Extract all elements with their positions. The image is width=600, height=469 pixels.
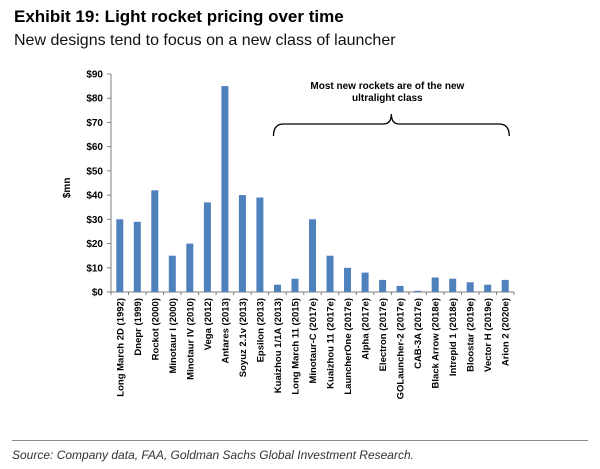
bar	[168, 255, 176, 292]
bar	[133, 221, 141, 292]
bar	[238, 195, 246, 292]
x-category-label: Soyuz 2.1v (2013)	[238, 298, 249, 377]
x-category-label: GOLauncher-2 (2017e)	[396, 298, 407, 399]
x-category-label: Vector H (2019e)	[483, 298, 494, 372]
x-category-label: CAB-3A (2017e)	[413, 298, 424, 369]
x-category-label: Kuaizhou 1/1A (2013)	[273, 298, 284, 393]
y-tick-label: $70	[86, 118, 103, 129]
x-category-label: Dnepr (1999)	[133, 298, 144, 356]
y-tick-label: $10	[86, 263, 103, 274]
x-category-label: Epsilon (2013)	[255, 298, 266, 362]
bar	[449, 278, 457, 292]
bar	[484, 284, 492, 292]
bar	[151, 190, 159, 292]
x-category-label: Intrepid 1 (2018e)	[448, 298, 459, 376]
bar	[379, 279, 387, 292]
bar	[501, 279, 509, 292]
x-category-label: Arion 2 (2020e)	[501, 298, 512, 366]
bar-chart: $0 $10 $20 $30 $40 $50 $60 $70 $80 $90 $mn Long Mar…	[62, 70, 515, 399]
x-category-label: Long March 2D (1992)	[115, 298, 126, 397]
bar	[186, 243, 194, 292]
x-category-label: Minotaur IV (2010)	[185, 298, 196, 380]
bar	[396, 285, 404, 292]
bar	[414, 290, 422, 292]
annotation-brace	[272, 113, 510, 137]
y-tick-label: $20	[86, 239, 103, 250]
bar	[326, 255, 334, 292]
exhibit-subtitle: New designs tend to focus on a new class…	[14, 32, 396, 49]
x-category-label: Minotaur I (2000)	[168, 298, 179, 374]
footer-divider	[12, 440, 588, 441]
y-tick-label: $60	[86, 142, 103, 153]
x-category-label: Minotaur-C (2017e)	[308, 298, 319, 384]
bar	[116, 219, 124, 292]
bar	[431, 277, 439, 292]
x-category-label: Bloostar (2019e)	[466, 298, 477, 372]
bar	[256, 197, 264, 292]
bar	[344, 267, 351, 292]
bar	[291, 278, 299, 292]
bar	[221, 86, 229, 292]
x-category-label: Black Arrow (2018e)	[431, 298, 442, 388]
y-tick-label: $50	[86, 166, 103, 177]
y-tick-label: $80	[86, 94, 103, 105]
annotation-text: ultralight class	[352, 93, 423, 104]
source-note: Source: Company data, FAA, Goldman Sachs…	[12, 448, 414, 462]
y-tick-label: $30	[86, 215, 103, 226]
x-category-label: LauncherOne (2017e)	[343, 298, 354, 395]
exhibit-title: Exhibit 19: Light rocket pricing over ti…	[14, 7, 344, 26]
x-category-label: Rockot (2000)	[150, 298, 161, 360]
annotation-text: Most new rockets are of the new	[310, 81, 464, 92]
bar	[466, 282, 474, 292]
x-category-label: Long March 11 (2015)	[291, 298, 302, 395]
y-tick-label: $0	[92, 288, 104, 299]
bar	[203, 202, 211, 292]
y-tick-label: $90	[86, 70, 103, 81]
y-tick-label: $40	[86, 191, 103, 202]
bar	[361, 272, 369, 292]
x-category-label: Kuaizhou 11 (2017e)	[326, 298, 337, 389]
x-category-label: Vega (2012)	[203, 298, 214, 350]
x-category-label: Electron (2017e)	[378, 298, 389, 371]
y-axis-title: $mn	[62, 178, 73, 199]
x-category-label: Antares (2013)	[220, 298, 231, 363]
x-category-label: Alpha (2017e)	[361, 298, 372, 360]
bar	[274, 284, 281, 292]
bar	[309, 219, 316, 292]
